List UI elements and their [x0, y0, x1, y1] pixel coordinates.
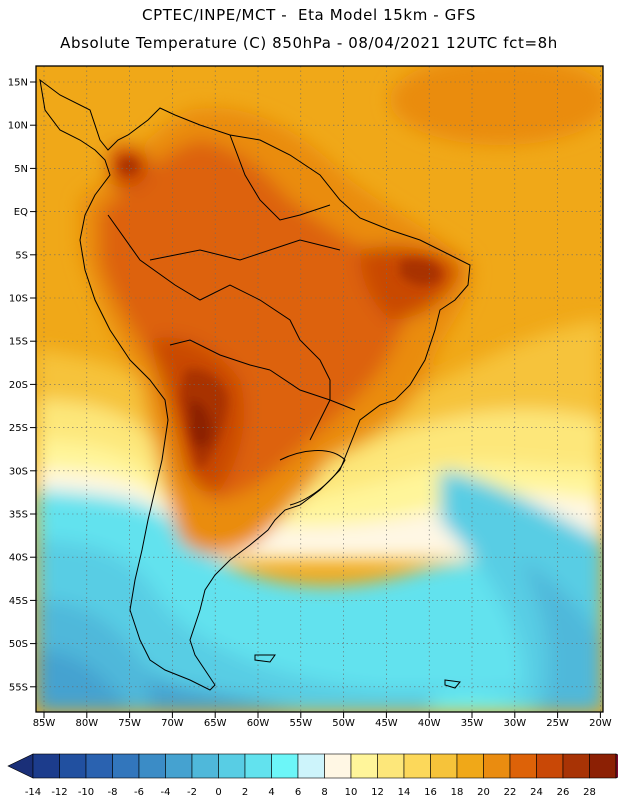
- colorbar-label: 10: [345, 787, 358, 798]
- colorbar-label: 12: [371, 787, 384, 798]
- lon-label: 35W: [461, 718, 484, 729]
- coastline-outline: [39, 78, 471, 691]
- colorbar-swatch: [456, 753, 484, 779]
- colorbar-swatch: [32, 753, 60, 779]
- colorbar-label: 24: [530, 787, 543, 798]
- colorbar-swatch: [324, 753, 352, 779]
- colorbar-label: 20: [477, 787, 490, 798]
- lat-label: 15S: [9, 337, 28, 348]
- lat-label: 35S: [9, 510, 28, 521]
- longitude-axis: 85W 80W 75W 70W 65W 60W 55W 50W 45W 40W 35W 30W 25W 2…: [33, 712, 612, 729]
- colorbar-label: -8: [108, 787, 118, 798]
- colorbar-label: 6: [295, 787, 301, 798]
- lat-label: 50S: [9, 639, 28, 650]
- lon-label: 20W: [589, 718, 612, 729]
- colorbar-label: -6: [134, 787, 144, 798]
- colorbar-swatch: [589, 753, 617, 779]
- lat-label: 10N: [8, 121, 28, 132]
- colorbar-label: -14: [25, 787, 41, 798]
- colorbar-label: -12: [51, 787, 67, 798]
- colorbar-swatch: [350, 753, 378, 779]
- colorbar-swatch: [218, 753, 246, 779]
- lat-label: 25S: [9, 423, 28, 434]
- lon-label: 85W: [33, 718, 56, 729]
- color-legend: -14 -12 -10 -8 -6 -4 -2 0 2 4 6 8 10 12 14 16 18 20 22 24 26…: [7, 753, 618, 798]
- lat-label: 20S: [9, 380, 28, 391]
- colorbar-swatch: [271, 753, 299, 779]
- lat-label: 5S: [15, 250, 28, 261]
- lon-label: 50W: [332, 718, 355, 729]
- colorbar-swatch: [562, 753, 590, 779]
- lat-label: 40S: [9, 553, 28, 564]
- lon-label: 60W: [247, 718, 270, 729]
- colorbar-swatch: [536, 753, 564, 779]
- colorbar-label: 16: [424, 787, 437, 798]
- colorbar-swatch: [377, 753, 405, 779]
- colorbar-swatch: [244, 753, 272, 779]
- colorbar-label: 0: [215, 787, 221, 798]
- latitude-axis: 15N 10N 5N EQ 5S 10S 15S 20S 25S 30S 35S 40S 45S 50S 5…: [8, 78, 36, 693]
- colorbar-swatch: [112, 753, 140, 779]
- colorbar-label: -4: [161, 787, 171, 798]
- lat-label: 30S: [9, 466, 28, 477]
- lon-label: 55W: [289, 718, 312, 729]
- colorbar-swatch: [59, 753, 87, 779]
- colorbar-label: 22: [504, 787, 517, 798]
- colorbar-label: 4: [268, 787, 274, 798]
- colorbar-label: 26: [557, 787, 570, 798]
- colorbar-swatch: [165, 753, 193, 779]
- colorbar-swatch: [403, 753, 431, 779]
- lat-label: 5N: [14, 164, 28, 175]
- colorbar-swatch: [138, 753, 166, 779]
- lon-label: 30W: [503, 718, 526, 729]
- colorbar-swatch: [509, 753, 537, 779]
- graticule: [36, 66, 603, 712]
- lon-label: 25W: [546, 718, 569, 729]
- lon-label: 75W: [118, 718, 141, 729]
- lat-label: 10S: [9, 294, 28, 305]
- colorbar-label: 14: [398, 787, 411, 798]
- colorbar-label: -10: [78, 787, 94, 798]
- colorbar-label: 18: [451, 787, 464, 798]
- colorbar-swatch: [85, 753, 113, 779]
- map-frame: [35, 65, 604, 713]
- colorbar-label: 8: [321, 787, 327, 798]
- lon-label: 40W: [418, 718, 441, 729]
- colorbar-swatch: [191, 753, 219, 779]
- lat-label: 15N: [8, 78, 28, 89]
- lat-label: EQ: [14, 207, 28, 218]
- colorbar-label: 2: [242, 787, 248, 798]
- lon-label: 80W: [75, 718, 98, 729]
- colorbar-label: -2: [187, 787, 197, 798]
- colorbar-swatch: [430, 753, 458, 779]
- lon-label: 45W: [375, 718, 398, 729]
- chart-title: CPTEC/INPE/MCT - Eta Model 15km - GFS: [142, 6, 476, 24]
- lat-label: 55S: [9, 682, 28, 693]
- lon-label: 65W: [204, 718, 227, 729]
- colorbar-swatch: [297, 753, 325, 779]
- temperature-field: [36, 66, 603, 712]
- lat-label: 45S: [9, 596, 28, 607]
- colorbar-end-cap-left: [7, 753, 34, 779]
- colorbar-swatch: [483, 753, 511, 779]
- lon-label: 70W: [161, 718, 184, 729]
- chart-subtitle: Absolute Temperature (C) 850hPa - 08/04/…: [60, 34, 558, 52]
- colorbar-label: 28: [583, 787, 596, 798]
